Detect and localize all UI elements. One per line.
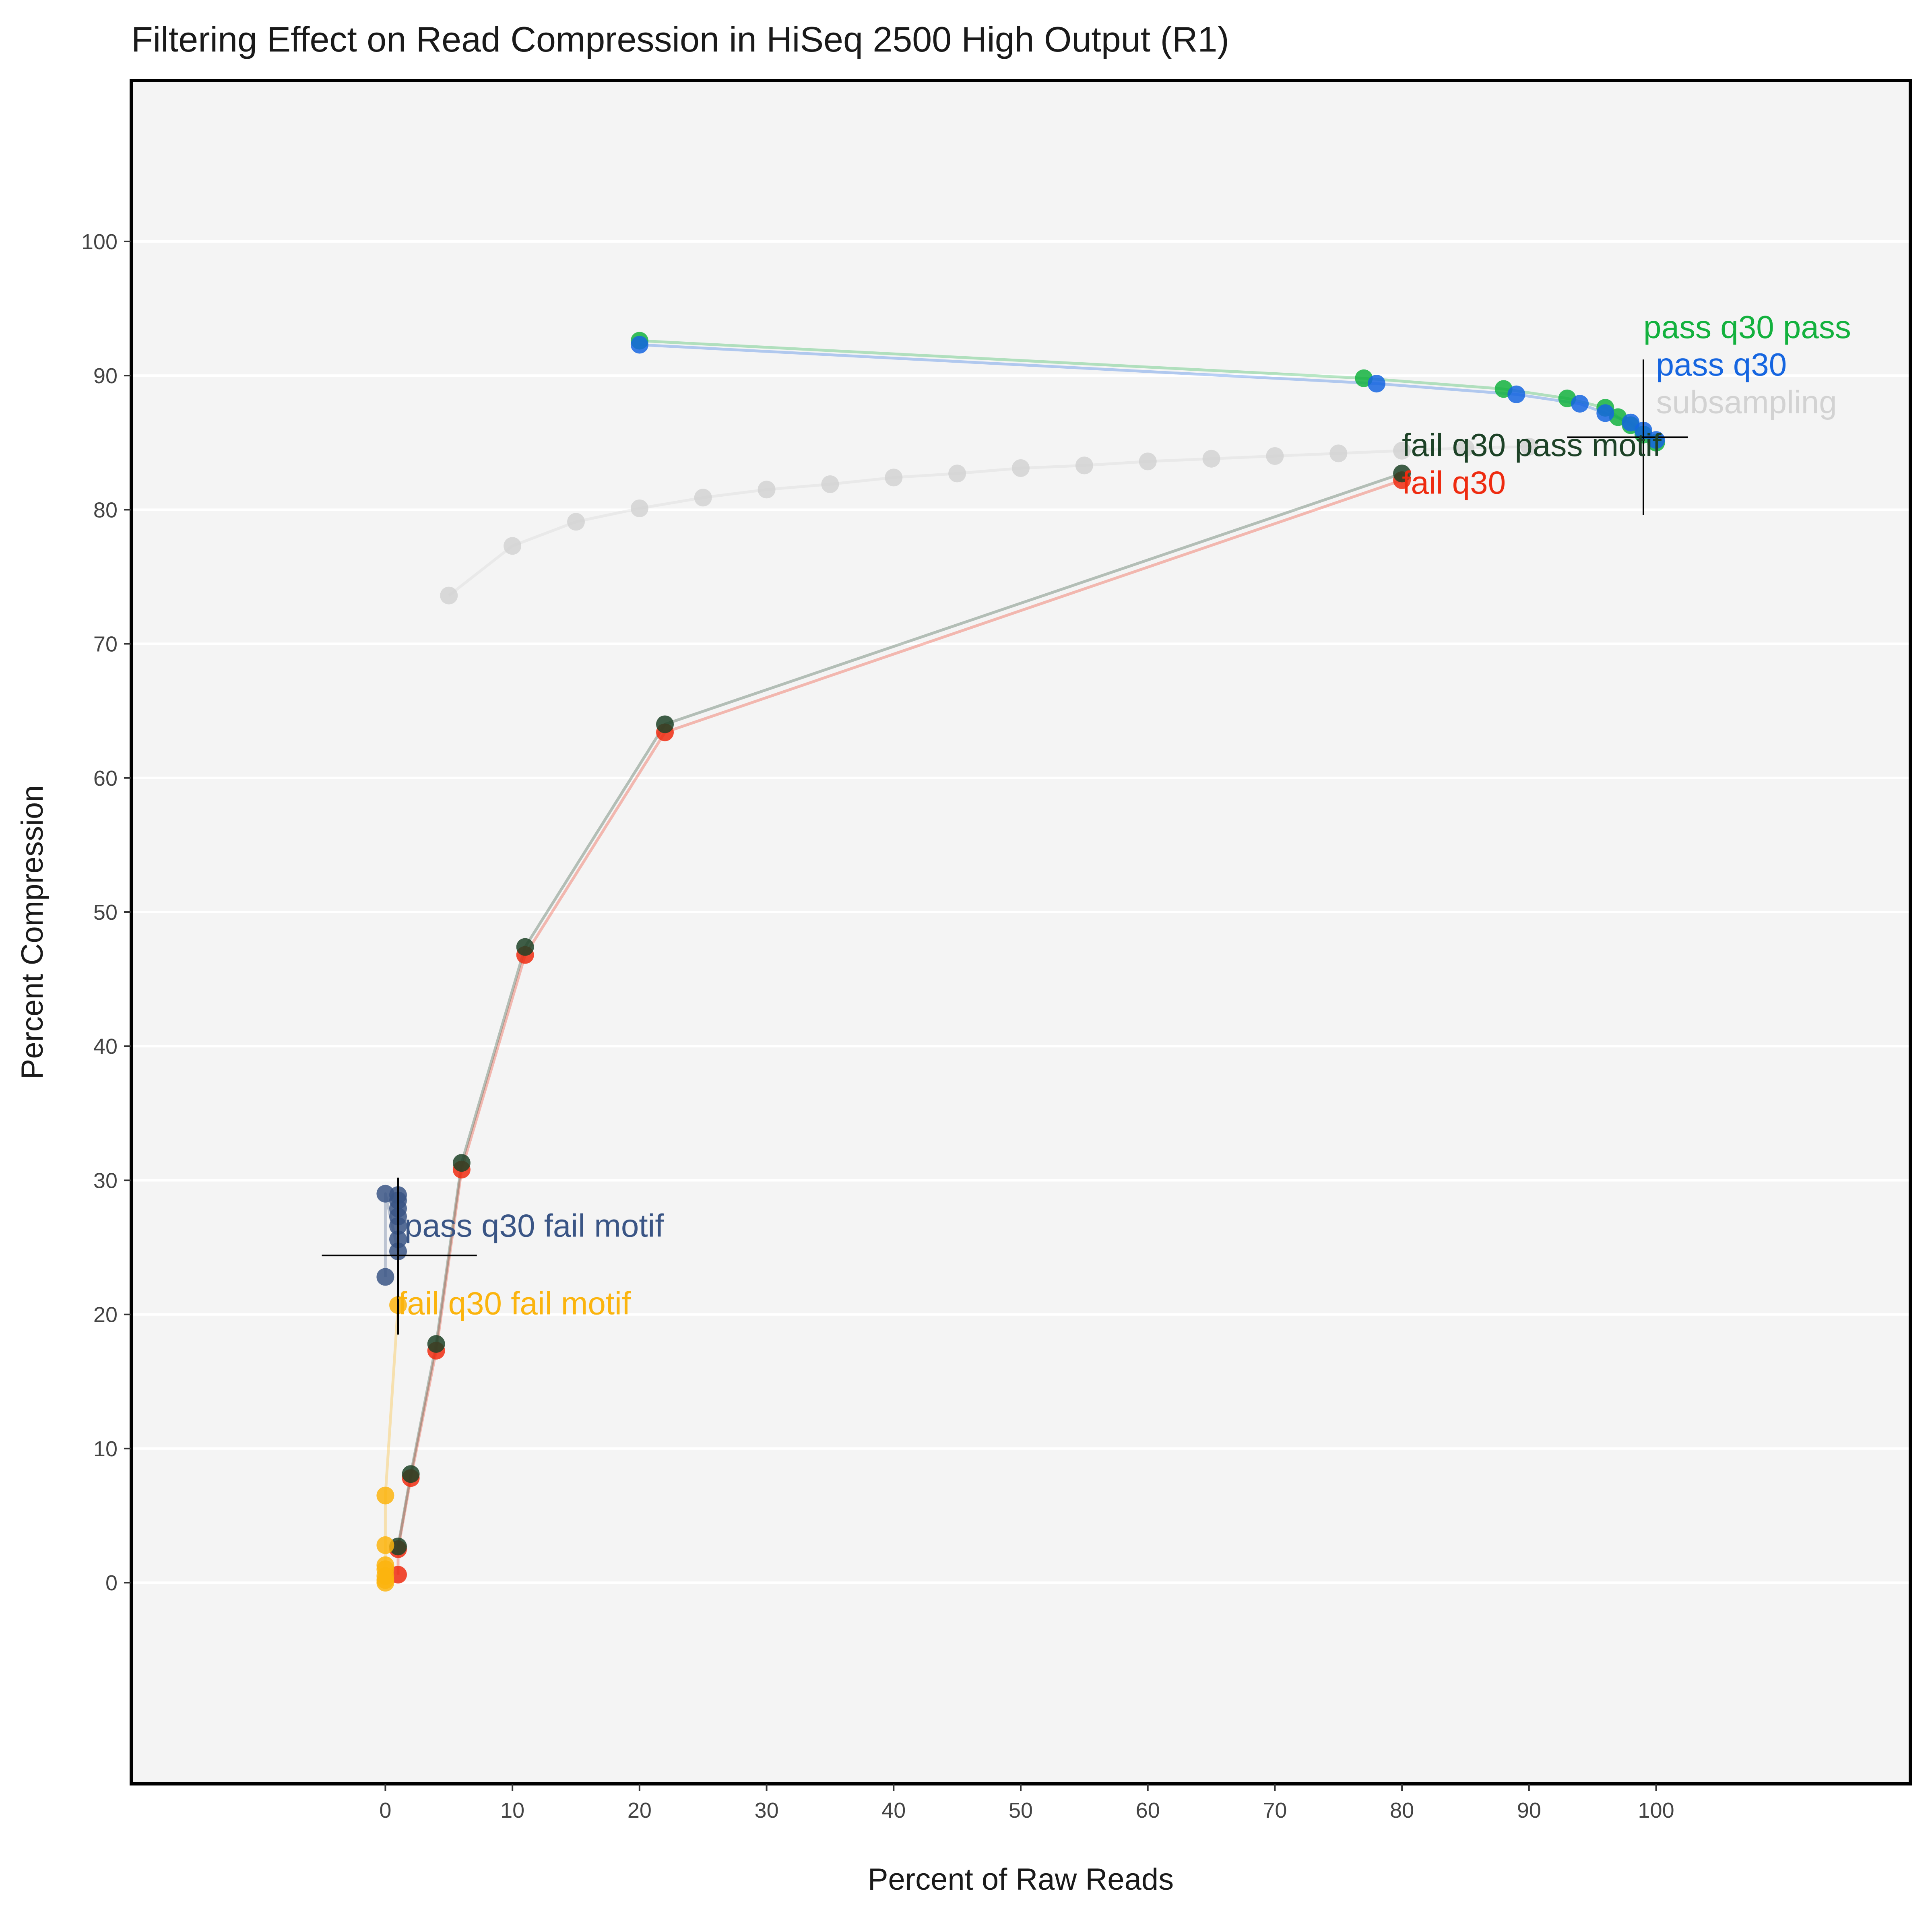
point-subsampling-4: [694, 489, 712, 507]
point-subsampling-0: [440, 586, 458, 605]
point-fail-q30-pass-motif-5: [656, 715, 674, 733]
x-axis-ticks: 0 10 20 30 40 50 60 70 80 90 100: [379, 1784, 1674, 1823]
point-subsampling-9: [1012, 459, 1030, 477]
point-subsampling-17: [1520, 438, 1538, 456]
point-subsampling-13: [1266, 447, 1284, 465]
point-pass-q30-0: [630, 336, 648, 354]
y-tick-label-100: 100: [81, 230, 118, 254]
point-fail-q30-pass-motif-6: [1393, 464, 1411, 483]
point-subsampling-14: [1329, 444, 1348, 462]
point-subsampling-2: [567, 513, 585, 531]
x-tick-label-40: 40: [881, 1798, 906, 1823]
x-tick-label-100: 100: [1638, 1798, 1674, 1823]
y-tick-label-90: 90: [93, 364, 118, 388]
y-tick-label-0: 0: [105, 1571, 118, 1595]
series-label-subsampling: subsampling: [1656, 384, 1837, 420]
point-subsampling-15: [1393, 442, 1411, 460]
x-tick-label-70: 70: [1263, 1798, 1287, 1823]
point-fail-q30-pass-motif-2: [427, 1335, 445, 1353]
point-subsampling-7: [885, 469, 903, 487]
point-pass-q30-4: [1596, 404, 1614, 422]
point-fail-q30-pass-motif-4: [516, 938, 534, 956]
x-tick-label-60: 60: [1136, 1798, 1160, 1823]
series-line-subsampling: [448, 445, 1529, 597]
series-label-fail-q30: fail q30: [1402, 464, 1506, 500]
series-label-fail-q30-pass-motif: fail q30 pass motif: [1402, 427, 1662, 463]
x-tick-label-50: 50: [1009, 1798, 1033, 1823]
y-tick-label-70: 70: [93, 632, 118, 656]
crosshairs: [322, 359, 1688, 1335]
point-subsampling-11: [1139, 452, 1157, 471]
series-label-pass-q30-pass: pass q30 pass: [1643, 309, 1851, 345]
x-tick-label-30: 30: [755, 1798, 779, 1823]
point-pass-q30-1: [1368, 375, 1385, 393]
y-axis-ticks: 0 10 20 30 40 50 60 70 80 90 100: [81, 230, 131, 1595]
point-subsampling-12: [1202, 450, 1220, 468]
point-fail-q30-fail-motif-5: [376, 1536, 394, 1554]
point-fail-q30-pass-motif-3: [452, 1154, 471, 1172]
y-tick-label-50: 50: [93, 900, 118, 925]
point-subsampling-3: [630, 500, 648, 517]
y-tick-label-20: 20: [93, 1303, 118, 1327]
x-tick-label-10: 10: [500, 1798, 524, 1823]
y-tick-label-10: 10: [93, 1437, 118, 1461]
data-points: [376, 332, 1665, 1592]
chart-title: Filtering Effect on Read Compression in …: [131, 19, 1229, 59]
point-subsampling-5: [758, 481, 776, 499]
point-pass-q30-2: [1507, 385, 1525, 403]
x-tick-label-80: 80: [1390, 1798, 1414, 1823]
point-subsampling-16: [1457, 439, 1474, 457]
grid-lines: [131, 240, 1910, 1584]
point-pass-q30-3: [1571, 395, 1589, 413]
point-subsampling-1: [504, 537, 522, 555]
point-fail-q30-pass-motif-1: [402, 1465, 420, 1483]
series-line-fail-q30: [396, 479, 1403, 1575]
y-tick-label-40: 40: [93, 1034, 118, 1059]
point-subsampling-6: [821, 475, 839, 493]
plot-panel: [131, 80, 1910, 1784]
y-axis-title: Percent Compression: [15, 785, 50, 1080]
series-label-pass-q30: pass q30: [1656, 347, 1787, 382]
point-fail-q30-fail-motif-6: [376, 1486, 394, 1505]
point-subsampling-10: [1075, 456, 1093, 475]
point-pass-q30-5: [1622, 413, 1640, 431]
y-tick-label-80: 80: [93, 498, 118, 522]
x-axis-title: Percent of Raw Reads: [868, 1862, 1174, 1897]
series-label-fail-q30-fail-motif: fail q30 fail motif: [398, 1286, 631, 1321]
point-pass-q30-7: [1647, 431, 1665, 449]
y-tick-label-60: 60: [93, 766, 118, 791]
point-pass-q30-fail-motif-0: [376, 1268, 394, 1286]
x-tick-label-90: 90: [1517, 1798, 1541, 1823]
series-label-pass-q30-fail-motif: pass q30 fail motif: [405, 1208, 665, 1243]
y-tick-label-30: 30: [93, 1168, 118, 1193]
point-subsampling-8: [948, 464, 966, 483]
x-tick-label-0: 0: [379, 1798, 391, 1823]
x-tick-label-20: 20: [627, 1798, 652, 1823]
point-fail-q30-fail-motif-4: [376, 1556, 394, 1574]
